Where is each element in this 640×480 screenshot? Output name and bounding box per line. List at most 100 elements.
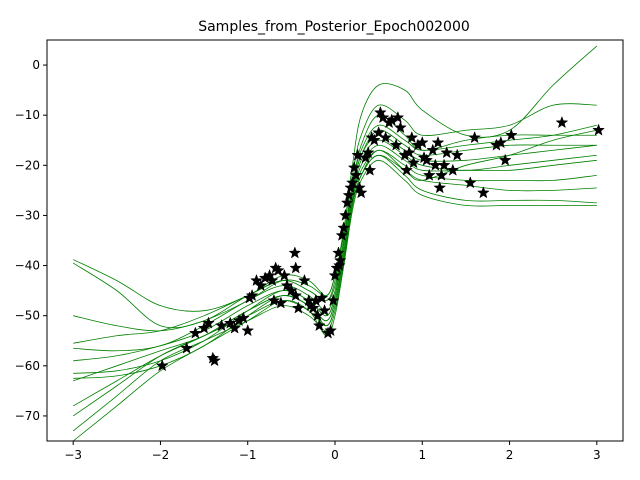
- observation-star-85: [426, 143, 440, 156]
- observation-star-99: [498, 153, 512, 166]
- observation-star-32: [298, 273, 311, 287]
- observation-star-79: [407, 156, 420, 169]
- y-tick-label: −60: [15, 359, 40, 373]
- observation-star-26: [280, 278, 294, 292]
- y-tick-label: −20: [15, 158, 40, 172]
- x-tick-label: 0: [331, 448, 339, 462]
- x-tick-label: −3: [64, 448, 82, 462]
- observation-star-90: [437, 158, 451, 171]
- y-tick-label: −40: [15, 259, 40, 273]
- observation-star-83: [420, 153, 434, 166]
- observation-star-38: [312, 318, 326, 332]
- observation-star-87: [431, 136, 445, 149]
- posterior-sample-line-2: [72, 129, 597, 329]
- observation-star-76: [400, 163, 413, 176]
- y-axis: 0 −10 −20 −30 −40 −50 −60 −70: [15, 58, 47, 423]
- observation-star-73: [391, 110, 405, 124]
- observation-star-42: [324, 323, 338, 337]
- observation-star-93: [450, 148, 464, 161]
- observation-star-48: [333, 253, 347, 266]
- observation-star-1: [155, 359, 169, 372]
- y-tick-label: −50: [15, 309, 40, 323]
- observation-star-56: [347, 161, 361, 174]
- observation-star-94: [463, 176, 477, 189]
- observation-star-65: [367, 133, 381, 146]
- observation-star-43: [326, 293, 340, 307]
- observation-star-21: [267, 293, 281, 307]
- observation-star-62: [361, 146, 375, 159]
- observation-star-51: [339, 208, 352, 221]
- observation-star-68: [376, 110, 390, 124]
- posterior-sample-line-6: [73, 134, 597, 362]
- observation-star-8: [215, 318, 228, 332]
- observation-star-20: [265, 273, 279, 287]
- observation-star-30: [289, 261, 303, 274]
- observation-star-81: [415, 136, 429, 149]
- observation-star-63: [363, 163, 377, 176]
- observation-star-95: [468, 131, 482, 144]
- observation-star-96: [476, 186, 490, 199]
- observation-star-55: [346, 176, 359, 189]
- observation-star-31: [288, 246, 302, 259]
- observation-star-98: [494, 136, 508, 149]
- observation-star-89: [435, 168, 448, 181]
- observation-star-69: [379, 131, 393, 144]
- observation-star-3: [188, 326, 202, 339]
- observation-star-59: [353, 181, 366, 194]
- observation-star-101: [555, 115, 569, 129]
- plot-frame: [46, 39, 624, 442]
- observation-star-102: [592, 123, 605, 136]
- posterior-sample-line-7: [73, 139, 597, 374]
- observation-star-4: [197, 321, 211, 334]
- observation-star-40: [318, 303, 331, 317]
- y-tick-label: 0: [32, 58, 40, 72]
- observation-star-57: [349, 168, 363, 181]
- observation-star-52: [340, 196, 354, 209]
- y-tick-label: −10: [15, 108, 40, 122]
- x-tick-label: −2: [152, 448, 170, 462]
- observation-star-19: [263, 268, 276, 282]
- observation-star-29: [291, 301, 305, 314]
- observation-star-35: [306, 301, 320, 314]
- observation-star-23: [271, 263, 285, 277]
- observation-star-67: [373, 105, 387, 119]
- observation-star-9: [223, 316, 237, 329]
- observation-star-15: [245, 288, 259, 302]
- observation-star-100: [504, 128, 518, 141]
- observation-star-50: [337, 221, 351, 234]
- observation-star-49: [335, 228, 349, 241]
- chart-title: Samples_from_Posterior_Epoch002000: [198, 19, 470, 35]
- y-tick-label: −30: [15, 208, 40, 222]
- series-layer: [72, 45, 598, 441]
- x-tick-label: −1: [239, 448, 257, 462]
- observation-star-5: [202, 316, 215, 329]
- x-tick-label: 2: [506, 448, 514, 462]
- observation-star-28: [289, 288, 303, 302]
- observation-star-58: [351, 148, 365, 161]
- observation-star-17: [254, 278, 268, 292]
- observation-star-46: [332, 246, 345, 259]
- observation-star-60: [354, 186, 368, 199]
- points-layer: [155, 105, 605, 372]
- y-tick-label: −70: [15, 409, 40, 423]
- observation-star-25: [277, 268, 291, 282]
- observation-star-12: [236, 311, 250, 324]
- observation-star-91: [440, 146, 454, 159]
- observation-star-88: [433, 181, 447, 194]
- observation-star-77: [402, 146, 416, 159]
- observation-star-2: [180, 341, 194, 354]
- observation-star-72: [389, 138, 403, 151]
- observation-star-74: [394, 120, 407, 134]
- observation-star-92: [446, 163, 460, 176]
- observation-star-84: [422, 168, 436, 181]
- observation-star-7: [208, 354, 221, 367]
- x-tick-label: 1: [418, 448, 426, 462]
- observation-star-10: [228, 321, 242, 334]
- observation-star-44: [328, 268, 342, 282]
- observation-star-13: [241, 323, 255, 337]
- observation-star-78: [405, 131, 419, 144]
- observation-star-24: [274, 296, 288, 309]
- observation-star-66: [372, 126, 386, 139]
- observation-star-53: [342, 188, 356, 201]
